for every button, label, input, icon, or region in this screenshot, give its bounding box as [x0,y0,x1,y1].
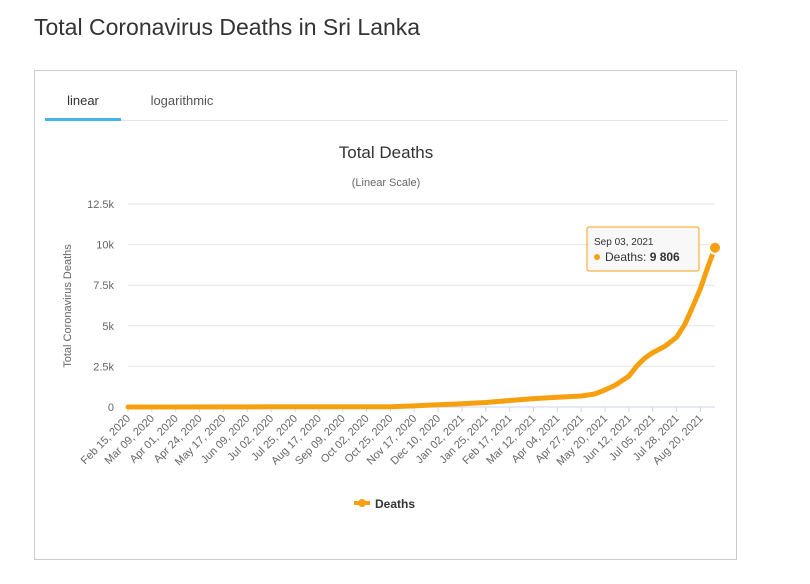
scale-tabs: linear logarithmic [45,81,728,121]
tab-logarithmic[interactable]: logarithmic [150,93,214,108]
page-title: Total Coronavirus Deaths in Sri Lanka [34,14,421,40]
tab-linear[interactable]: linear [45,81,121,121]
chart-panel: linear logarithmic [34,70,737,560]
